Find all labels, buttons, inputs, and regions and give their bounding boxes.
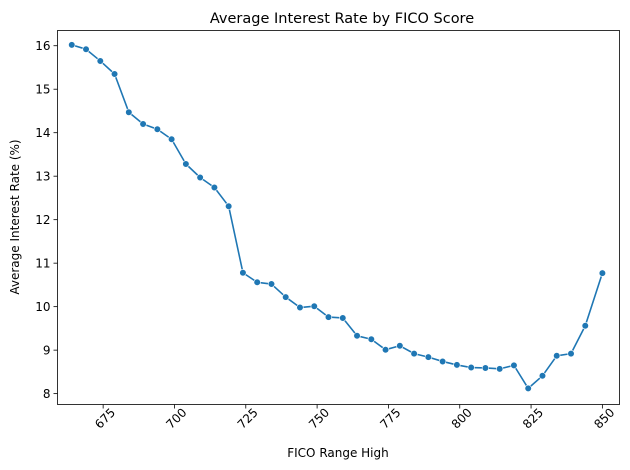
data-point [367,335,375,343]
chart-title: Average Interest Rate by FICO Score [210,11,474,27]
y-axis: 8 9 10 11 12 13 14 15 16 [35,39,58,401]
data-point [210,183,219,192]
x-tick-label: 825 [520,405,546,431]
x-tick-label: 800 [449,405,475,431]
data-point [310,302,318,310]
data-point [339,314,347,322]
data-point [496,365,504,373]
data-point [538,372,547,380]
data-point [567,350,575,358]
data-point [139,120,147,128]
y-tick-label: 12 [35,213,50,227]
data-point [381,346,390,354]
data-point [153,125,161,133]
y-tick-label: 10 [35,300,50,314]
data-point [324,313,333,321]
data-point [296,303,304,312]
data-point [82,45,90,53]
x-tick-label: 775 [377,405,403,431]
y-tick-label: 15 [35,83,50,97]
y-tick-label: 8 [43,387,51,401]
data-point [68,41,76,49]
y-tick-label: 14 [35,126,50,140]
x-tick-label: 850 [591,405,617,431]
data-point [553,352,561,360]
data-point [439,357,447,366]
data-point [110,70,119,78]
y-tick-label: 13 [35,170,50,184]
plot-area [68,41,606,393]
y-tick-label: 16 [35,39,50,53]
data-point [353,332,361,340]
data-point [282,293,290,301]
y-axis-label: Average Interest Rate (%) [8,139,22,294]
data-point [125,108,133,116]
x-axis: 675 700 725 750 775 800 825 850 [92,404,617,432]
data-point [581,322,589,330]
x-tick-label: 725 [235,405,261,431]
data-point [424,353,432,361]
data-point [410,350,418,358]
data-point [598,269,606,277]
data-point [467,363,475,372]
data-point [396,342,404,350]
x-tick-label: 675 [92,405,118,431]
axes-frame [57,30,620,405]
data-point [510,361,518,369]
data-point [239,269,247,277]
data-point [453,361,461,369]
data-point [182,160,190,168]
y-tick-label: 9 [43,344,51,358]
x-tick-label: 750 [306,405,332,431]
data-point [267,280,276,288]
data-point [524,384,532,393]
data-point [253,278,261,286]
series-line [71,44,604,390]
data-point [481,364,490,372]
data-point [196,173,204,182]
data-point [168,135,176,143]
y-tick-label: 11 [35,257,50,271]
data-point [225,202,233,210]
x-axis-label: FICO Range High [287,446,389,460]
data-point [96,57,104,65]
x-tick-label: 700 [163,405,189,431]
